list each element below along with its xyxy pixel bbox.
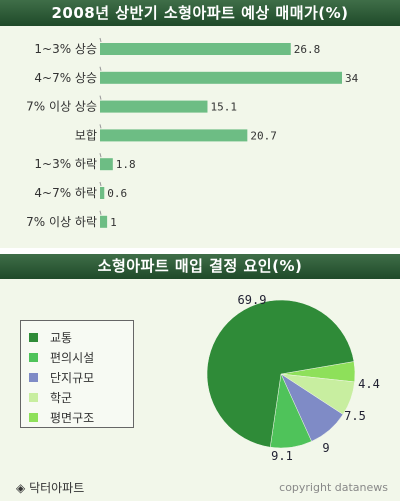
legend-item: 학군 — [21, 387, 133, 407]
bar-tick — [99, 181, 102, 187]
bar-chart: 1~3% 상승 26.8 4~7% 상승 34 7% 이상 상승 15.1 보합 20.7 1~… — [26, 37, 359, 229]
bar-tick — [99, 66, 102, 71]
pie-slice — [206, 299, 355, 448]
legend-item: 단지규모 — [21, 367, 133, 387]
legend-label: 단지규모 — [50, 370, 95, 385]
bar — [100, 187, 105, 199]
bar — [100, 129, 248, 142]
legend-swatch — [29, 372, 38, 382]
bar-category-label: 4~7% 상승 — [34, 71, 97, 85]
bar-category-label: 보합 — [75, 128, 97, 142]
bar-tick — [99, 124, 102, 129]
bar-tick — [99, 95, 102, 100]
legend-label: 평면구조 — [50, 410, 95, 425]
diamond-icon: ◈ — [16, 481, 26, 495]
legend-swatch — [29, 332, 38, 342]
bar — [100, 71, 342, 84]
legend-item: 교통 — [21, 327, 133, 347]
section-divider — [0, 248, 400, 254]
bar-value-label: 15.1 — [210, 101, 237, 114]
legend-swatch — [29, 412, 38, 422]
bar-tick — [99, 210, 102, 215]
bar-value-label: 20.7 — [250, 129, 277, 142]
bar — [100, 158, 113, 171]
bar-category-label: 7% 이상 상승 — [26, 100, 97, 114]
bar-value-label: 1 — [110, 216, 117, 229]
pie-value-label: 69.9 — [238, 293, 267, 307]
legend-item: 평면구조 — [21, 407, 133, 427]
pie-value-label: 9.1 — [271, 449, 293, 463]
copyright-text: copyright datanews — [279, 481, 388, 494]
brand-name: 닥터아파트 — [29, 481, 85, 495]
legend-label: 교통 — [50, 330, 73, 345]
legend-swatch — [29, 392, 38, 402]
bar-category-label: 1~3% 상승 — [34, 42, 97, 56]
legend-label: 학군 — [50, 390, 73, 405]
legend-swatch — [29, 352, 38, 362]
bar-chart-title: 2008년 상반기 소형아파트 예상 매매가(%) — [0, 0, 400, 26]
legend-item: 편의시설 — [21, 347, 133, 367]
pie-value-label: 7.5 — [344, 409, 366, 423]
bar — [100, 215, 108, 228]
legend-label: 편의시설 — [50, 350, 95, 365]
pie-value-label: 9 — [322, 441, 329, 455]
bar — [100, 43, 291, 55]
bar-category-label: 7% 이상 하락 — [26, 215, 97, 229]
bar-value-label: 0.6 — [107, 187, 127, 200]
bar-category-label: 4~7% 하락 — [34, 186, 97, 200]
bar-value-label: 1.8 — [116, 158, 136, 171]
bar-tick — [99, 37, 102, 43]
bar-category-label: 1~3% 하락 — [34, 157, 97, 171]
bar — [100, 100, 208, 113]
pie-chart-title: 소형아파트 매입 결정 요인(%) — [0, 254, 400, 279]
bar-value-label: 34 — [345, 72, 359, 85]
pie-value-label: 4.4 — [358, 377, 380, 391]
bar-tick — [99, 153, 102, 158]
bar-value-label: 26.8 — [294, 43, 321, 56]
brand-label: ◈ 닥터아파트 — [16, 479, 84, 496]
